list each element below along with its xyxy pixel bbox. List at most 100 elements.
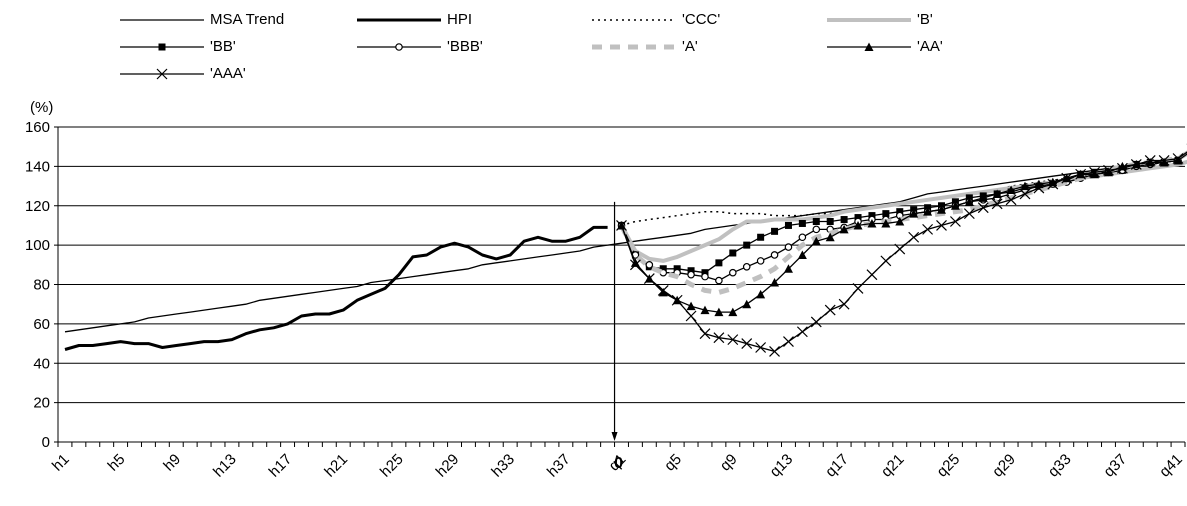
series-aa-point [700, 305, 710, 315]
x-tick-label: q37 [1100, 451, 1130, 481]
series-aa-point [742, 299, 752, 309]
series-aaa-point [783, 336, 794, 348]
marker-label: 0 [614, 455, 623, 472]
series-aaa-point [1103, 164, 1114, 176]
legend-item-aaa-swatch-point [156, 68, 168, 80]
series-aa-point [950, 201, 960, 210]
y-tick-label: 60 [33, 316, 50, 333]
x-tick-label: h29 [433, 451, 463, 481]
x-tick-label: h17 [266, 451, 296, 481]
series-aa-point [658, 287, 668, 297]
series-aaa-point [1075, 168, 1087, 180]
series-bbb-point [645, 261, 654, 269]
x-tick-label: h1 [49, 451, 73, 475]
series-aa-point [783, 264, 793, 273]
legend-label: 'BB' [210, 38, 236, 55]
series-bb-point [687, 267, 695, 275]
series-bb-point [729, 249, 737, 257]
gridlines [58, 126, 1185, 443]
series-aa-point [923, 207, 933, 216]
period-zero-marker: 0 [611, 201, 623, 472]
series-bbb-point [812, 225, 821, 234]
series-aa-point [1173, 155, 1183, 165]
series-aa-point [770, 278, 780, 287]
x-tick-label: h33 [488, 451, 518, 481]
series-aaa-point [838, 298, 850, 310]
y-tick-label: 100 [25, 237, 50, 254]
series-bbb-point [798, 233, 807, 242]
series-aaa-point [963, 208, 975, 220]
legend-item-hpi-swatch [357, 18, 441, 22]
series-aa-point [630, 258, 640, 267]
series-group [64, 143, 1187, 357]
series-aa-point [686, 301, 696, 311]
series-aaa-point [616, 220, 627, 231]
series-bb-point [812, 218, 820, 225]
series-aaa-point [991, 198, 1003, 210]
x-tick-label: h13 [210, 451, 240, 481]
series-aa-point [937, 205, 947, 214]
series-bbb-point [715, 276, 723, 285]
x-tick-label: h9 [160, 451, 184, 475]
y-axis-ticks: 0 20 40 60 80 100 120 140 160 [25, 119, 58, 451]
series-aa-point [839, 224, 849, 234]
legend-label: 'B' [917, 11, 933, 28]
legend-label: 'A' [682, 38, 698, 55]
series-bb-point [673, 265, 681, 273]
series-aaa-point [741, 338, 753, 349]
x-tick-label: h25 [377, 451, 407, 481]
series-aa-point [1103, 167, 1113, 177]
y-tick-label: 140 [25, 158, 50, 175]
y-tick-label: 160 [25, 119, 50, 136]
y-tick-label: 80 [33, 277, 50, 294]
series-aaa-point [936, 220, 947, 231]
x-tick-label: q17 [822, 451, 852, 481]
series-bbb-point [742, 262, 751, 271]
series-bb-point [784, 221, 792, 229]
x-tick-label: q9 [717, 451, 741, 475]
series-aaa-point [824, 304, 836, 316]
series-aaa-point [880, 255, 892, 267]
legend-item-bbb-swatch-point [395, 43, 403, 51]
series-bbb-point [770, 251, 779, 259]
chart-legend: MSA Trend HPI 'CCC' 'B' 'BB' 'BBB' 'A' 'AA' 'AAA… [0, 0, 1187, 82]
series-aa-point [1145, 157, 1155, 167]
legend-label: MSA Trend [210, 11, 285, 28]
x-tick-label: q21 [878, 451, 908, 481]
legend-label: 'CCC' [682, 11, 721, 28]
series-aaa-point [755, 342, 767, 353]
y-axis-label: (%) [30, 99, 53, 116]
series-aaa-point [894, 243, 906, 255]
y-tick-label: 20 [33, 395, 50, 412]
series-msatrend [64, 157, 1179, 333]
series-aa-point [909, 209, 919, 218]
series-aaa-point [908, 231, 920, 243]
series-aa-point [867, 218, 877, 228]
x-tick-label: h5 [105, 451, 129, 475]
x-tick-label: q5 [661, 451, 685, 475]
series-aaa-point [1172, 153, 1184, 164]
series-aa-point [881, 218, 891, 228]
series-bbb-point [729, 268, 737, 277]
series-aaa-point [852, 283, 864, 294]
series-bb-point [826, 218, 834, 225]
series-aaa-point [1047, 178, 1059, 190]
series-bb-point [701, 269, 709, 277]
series-aaa-point [629, 259, 641, 271]
x-tick-label: q13 [767, 451, 797, 481]
series-aaa-point [727, 334, 739, 346]
series-aaa-point [657, 284, 669, 296]
series-aaa-point [643, 273, 655, 285]
series-aaa-point [1089, 166, 1100, 178]
series-aaa-point [866, 269, 878, 281]
series-msatrend-line [64, 157, 1179, 333]
legend-item-b-swatch [827, 18, 911, 22]
series-aa-point [1020, 181, 1030, 191]
y-tick-label: 40 [33, 355, 50, 372]
series-bb-point [798, 219, 806, 227]
series-aa-point [853, 220, 863, 230]
series-aaa-point [699, 328, 711, 340]
legend-label: 'BBB' [447, 38, 483, 55]
series-bb-point [868, 212, 876, 220]
